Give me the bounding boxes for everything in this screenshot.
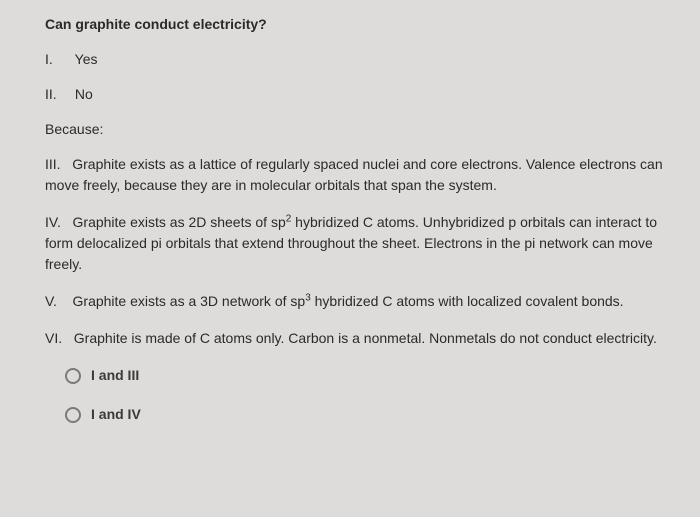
option-a-label: I and III xyxy=(91,365,139,386)
statement-vi-spacer xyxy=(66,330,74,346)
because-label: Because: xyxy=(45,119,665,140)
statement-iii-body: Graphite exists as a lattice of regularl… xyxy=(45,156,663,193)
radio-icon xyxy=(65,368,81,384)
option-b[interactable]: I and IV xyxy=(65,404,665,425)
statement-v-spacer xyxy=(61,293,73,309)
answer-i-text: Yes xyxy=(75,51,98,67)
radio-icon xyxy=(65,407,81,423)
numeral-vi: VI. xyxy=(45,330,62,346)
option-a[interactable]: I and III xyxy=(65,365,665,386)
statement-v-pre: Graphite exists as a 3D network of sp xyxy=(73,293,306,309)
numeral-v: V. xyxy=(45,293,57,309)
numeral-iii: III. xyxy=(45,156,61,172)
option-b-label: I and IV xyxy=(91,404,141,425)
statement-iv-spacer xyxy=(65,214,73,230)
question-title: Can graphite conduct electricity? xyxy=(45,14,665,35)
answer-i: I. Yes xyxy=(45,49,665,70)
statement-iv: IV. Graphite exists as 2D sheets of sp2 … xyxy=(45,212,665,275)
answer-ii: II. No xyxy=(45,84,665,105)
statement-v: V. Graphite exists as a 3D network of sp… xyxy=(45,291,665,312)
statement-vi-text: Graphite is made of C atoms only. Carbon… xyxy=(74,330,657,346)
numeral-iv: IV. xyxy=(45,214,61,230)
numeral-i: I. xyxy=(45,49,71,70)
statement-v-post: hybridized C atoms with localized covale… xyxy=(311,293,624,309)
numeral-ii: II. xyxy=(45,84,71,105)
statement-iii: III. Graphite exists as a lattice of reg… xyxy=(45,154,665,196)
statement-vi: VI. Graphite is made of C atoms only. Ca… xyxy=(45,328,665,349)
answer-options: I and III I and IV xyxy=(45,365,665,425)
statement-iv-pre: Graphite exists as 2D sheets of sp xyxy=(73,214,286,230)
answer-ii-text: No xyxy=(75,86,93,102)
